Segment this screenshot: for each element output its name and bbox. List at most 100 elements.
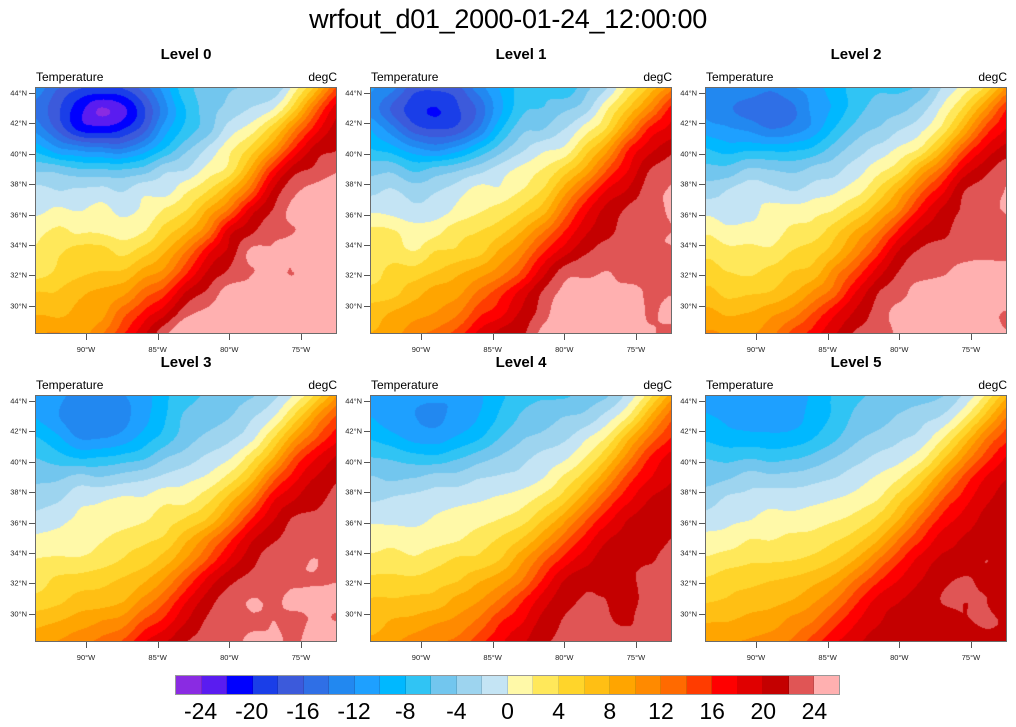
lat-tick [699, 153, 705, 155]
lat-tick-label: 32°N [345, 270, 362, 280]
units-label: degC [643, 378, 672, 392]
colorbar-tick-label: -4 [446, 698, 467, 724]
colorbar-box [303, 676, 330, 694]
lat-tick-label: 42°N [345, 426, 362, 436]
lon-tick [635, 334, 637, 340]
panel-title: Level 1 [495, 46, 547, 63]
lat-tick-label: 32°N [345, 578, 362, 588]
units-label: degC [643, 70, 672, 84]
lat-tick [29, 305, 35, 307]
lon-tick-label: 80°W [220, 345, 239, 354]
lat-tick-label: 40°N [680, 149, 697, 159]
temperature-field [35, 395, 337, 642]
map-panel: Level 4 Temperature degC 44°N 42°N 40°N 38°N 36… [345, 354, 672, 662]
colorbar-tick-label: 12 [648, 698, 674, 724]
lon-tick-label: 85°W [483, 345, 502, 354]
lat-tick-label: 42°N [680, 426, 697, 436]
variable-label: Temperature [706, 70, 774, 84]
lat-tick [364, 153, 370, 155]
lat-tick-label: 44°N [345, 396, 362, 406]
units-label: degC [978, 70, 1007, 84]
colorbar-box [405, 676, 432, 694]
lat-tick-label: 36°N [680, 210, 697, 220]
lat-tick-label: 34°N [680, 240, 697, 250]
lat-tick-label: 34°N [10, 548, 27, 558]
lon-tick [300, 642, 302, 648]
lon-tick [970, 334, 972, 340]
lon-tick [421, 642, 422, 648]
lat-tick [29, 613, 35, 615]
lon-tick [899, 642, 901, 648]
lat-tick [364, 401, 370, 402]
colorbar-tick-label: -16 [286, 698, 320, 724]
lat-tick [699, 184, 705, 186]
lon-tick-label: 90°W [411, 653, 431, 662]
colorbar-tick-label: 24 [801, 698, 828, 724]
lat-tick [29, 401, 35, 402]
lon-tick [756, 334, 757, 340]
lon-tick-label: 85°W [148, 345, 167, 354]
lon-tick-label: 75°W [291, 345, 311, 354]
colorbar-box [584, 676, 611, 694]
temperature-field [370, 87, 672, 334]
lat-tick-label: 44°N [10, 88, 27, 98]
lat-tick-label: 34°N [10, 240, 27, 250]
lat-tick-label: 30°N [680, 609, 697, 619]
colorbar-box [814, 676, 839, 694]
colorbar [175, 675, 840, 695]
contour-fill [706, 396, 1006, 641]
lat-tick [699, 401, 705, 402]
lat-tick-label: 36°N [345, 518, 362, 528]
colorbar-box [354, 676, 381, 694]
colorbar-tick-label: -8 [394, 698, 416, 724]
lat-tick [699, 275, 705, 277]
temperature-field [705, 395, 1007, 642]
colorbar-box [176, 676, 202, 694]
colorbar-box [737, 676, 764, 694]
lon-tick-label: 85°W [818, 653, 837, 662]
lat-tick-label: 30°N [10, 609, 27, 619]
map-panel: Level 1 Temperature degC 44°N 42°N 40°N 38°N 36… [345, 46, 672, 354]
lat-tick-label: 40°N [345, 457, 362, 467]
lat-tick [29, 461, 35, 463]
lon-tick [756, 642, 757, 648]
lat-tick [364, 431, 370, 433]
lon-tick-label: 80°W [555, 653, 574, 662]
lat-tick [29, 431, 35, 433]
lon-tick-label: 90°W [76, 653, 96, 662]
lon-tick-label: 80°W [890, 653, 909, 662]
colorbar-box [661, 676, 687, 694]
lat-tick [364, 553, 370, 554]
lat-tick-label: 44°N [345, 88, 362, 98]
lat-tick [364, 305, 370, 307]
panel-title: Level 0 [160, 46, 212, 63]
lat-tick-label: 44°N [10, 396, 27, 406]
colorbar-box [558, 676, 585, 694]
colorbar-box [635, 676, 662, 694]
colorbar-box [201, 676, 228, 694]
lat-tick-label: 36°N [10, 210, 27, 220]
lat-tick [29, 522, 35, 524]
lat-tick-label: 42°N [10, 118, 27, 128]
lon-tick [492, 334, 494, 340]
colorbar-box [329, 676, 355, 694]
colorbar-box [456, 676, 483, 694]
lat-tick-label: 34°N [345, 548, 362, 558]
colorbar-tick-label: 0 [501, 698, 514, 724]
lon-tick [421, 334, 422, 340]
contour-fill [36, 396, 336, 641]
lon-tick [157, 334, 159, 340]
contour-fill [706, 88, 1006, 333]
lon-tick-label: 85°W [818, 345, 837, 354]
panel-title: Level 3 [160, 354, 212, 371]
colorbar-box [227, 676, 253, 694]
lon-tick [827, 642, 829, 648]
lat-tick-label: 30°N [345, 609, 362, 619]
lat-tick-label: 38°N [10, 487, 27, 497]
colorbar-box [533, 676, 559, 694]
lon-tick [229, 334, 231, 340]
temperature-field [705, 87, 1007, 334]
lat-tick [699, 583, 705, 585]
colorbar-box [763, 676, 789, 694]
lat-tick [364, 93, 370, 94]
